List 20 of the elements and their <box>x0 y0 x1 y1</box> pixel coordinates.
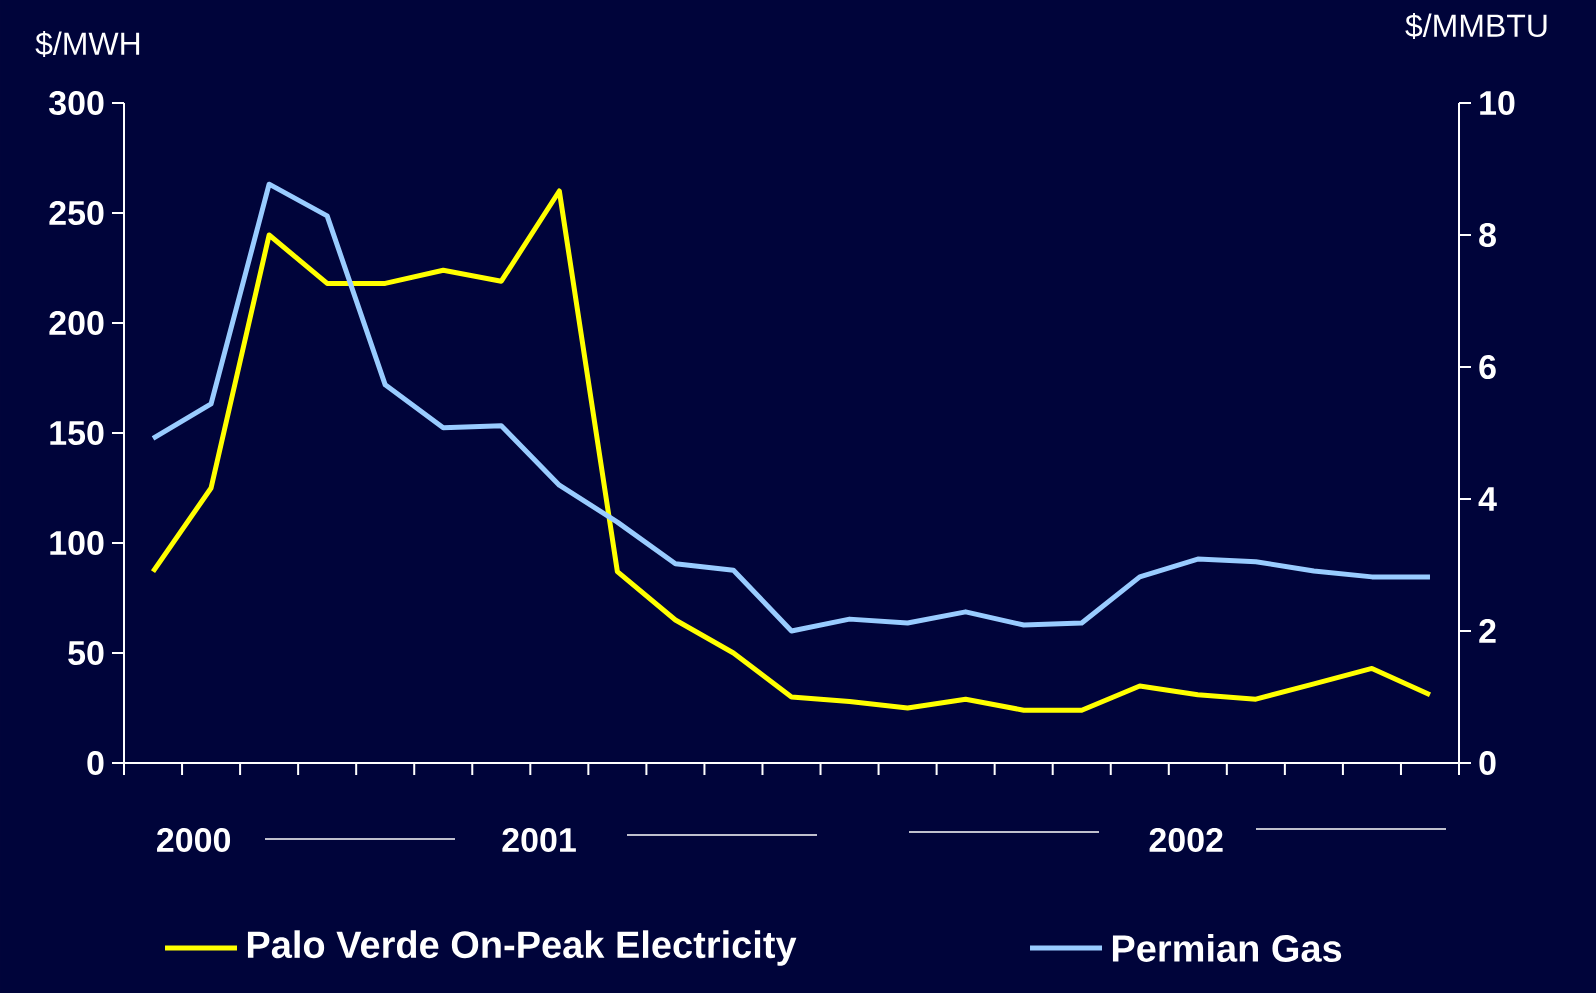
y-tick-label: 200 <box>49 310 104 336</box>
text: 2002 <box>1149 827 1223 853</box>
y-tick-label: 100 <box>50 530 104 556</box>
y-tick-label: 300 <box>49 90 104 116</box>
y2-tick-label: 0 <box>1479 750 1496 776</box>
y2-axis-title: $/MMBTU <box>1405 13 1547 39</box>
y2-tick-label: 4 <box>1478 487 1497 511</box>
text: 2000 <box>157 827 231 853</box>
text: 2001 <box>502 827 576 853</box>
legend-label: Palo Verde On-Peak Electricity <box>247 930 797 966</box>
legend-label: Permian Gas <box>1112 934 1342 962</box>
y-tick-label: 250 <box>49 200 104 226</box>
y2-tick-label: 6 <box>1479 354 1496 380</box>
y-tick-label: 150 <box>50 420 104 446</box>
y-axis-title: $/MWH <box>35 31 140 57</box>
y-tick-label: 0 <box>87 750 104 776</box>
y2-tick-label: 10 <box>1480 90 1515 116</box>
y-tick-label: 50 <box>68 640 104 666</box>
y2-tick-label: 2 <box>1479 619 1496 643</box>
y2-tick-label: 8 <box>1479 222 1496 248</box>
